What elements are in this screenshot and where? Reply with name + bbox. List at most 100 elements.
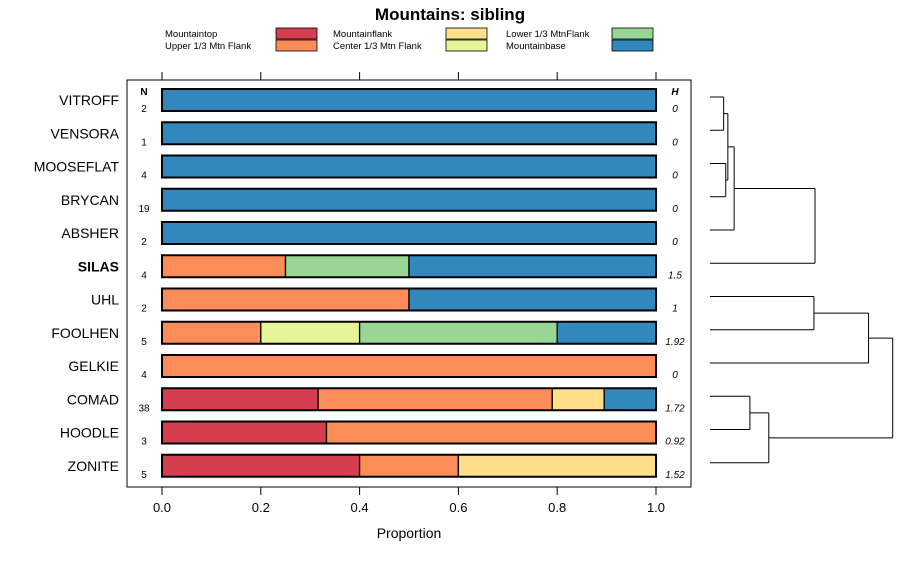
n-values: 2 1 4 19 2 4 2 5 4 38 3 5 [138,104,150,481]
n-value: 4 [141,270,147,281]
bar-segment [325,420,657,445]
bar-segment [260,321,361,345]
bar-outline [161,420,657,445]
dendrogram [710,96,894,464]
bar-row [161,154,657,179]
legend-label: Mountainflank [333,29,392,40]
legend-label: Mountaintop [165,29,217,40]
bar-segment [161,354,657,378]
row-label: VENSORA [51,125,120,141]
x-tick-label: 0.6 [449,500,467,515]
legend-label: Upper 1/3 Mtn Flank [165,41,251,52]
plot-frame [126,79,692,488]
bar-row [161,320,657,345]
legend-swatch [445,39,488,52]
legend-swatch [611,39,654,52]
legend-label: Mountainbase [506,41,566,52]
n-value: 1 [141,137,147,148]
bars [161,88,657,478]
bar-row [161,287,657,312]
legend-label: Center 1/3 Mtn Flank [333,41,422,52]
h-column-header: H [671,87,679,98]
n-value: 2 [141,237,147,248]
bar-segment [358,454,460,478]
n-value: 2 [141,104,147,115]
x-tick-label: 0.8 [548,500,566,515]
bar-segment [161,454,361,478]
bar-segment [161,420,328,445]
bar-segment [284,254,410,278]
bar-outline [161,320,657,345]
top-axis-ticks [161,72,657,80]
legend-swatch [611,27,654,40]
row-label: ABSHER [61,225,119,241]
bar-row [161,453,657,478]
row-label: BRYCAN [61,192,119,208]
bar-row [161,254,657,279]
row-labels: VITROFF VENSORA MOOSEFLAT BRYCAN ABSHER SILAS… [34,92,120,474]
bar-row [161,187,657,212]
bar-outline [161,387,657,412]
bar-row [161,221,657,245]
bar-segment [161,154,657,179]
n-value: 5 [141,337,147,348]
legend-swatch [275,27,318,40]
legend-swatch [275,39,318,52]
x-axis-label: Proportion [377,525,442,541]
h-values: 0 0 0 0 0 1.5 1 1.92 0 1.72 0.92 1.52 [665,104,685,481]
bar-outline [161,254,657,279]
n-value: 38 [138,403,150,414]
bar-segment [408,287,657,312]
bar-outline [161,287,657,312]
h-value: 1.92 [665,337,685,348]
row-label: COMAD [67,391,119,407]
h-value: 0.92 [665,437,685,448]
n-value: 2 [141,304,147,315]
bar-row [161,121,657,146]
bar-segment [457,454,657,478]
h-value: 0 [672,104,678,115]
legend-swatch [445,27,488,40]
bar-outline [161,187,657,212]
chart-title: Mountains: sibling [375,5,525,24]
x-tick-label: 0.2 [252,500,270,515]
n-value: 3 [141,437,147,448]
bar-segment [161,221,657,245]
h-value: 0 [672,237,678,248]
n-value: 4 [141,171,147,182]
bar-outline [161,154,657,179]
row-label: MOOSEFLAT [34,159,120,175]
x-tick-label: 0.4 [351,500,369,515]
bar-segment [603,387,657,411]
bar-row [161,354,657,378]
n-value: 19 [138,204,150,215]
row-label: FOOLHEN [51,325,119,341]
h-value: 1 [672,304,678,315]
n-value: 4 [141,370,147,381]
h-value: 0 [672,137,678,148]
bar-row [161,88,657,112]
bar-outline [161,453,657,478]
bar-segment [161,88,657,112]
bar-outline [161,354,657,378]
bar-segment [408,254,657,278]
n-column-header: N [140,87,147,98]
n-value: 5 [141,470,147,481]
bar-segment [161,287,410,312]
row-label: ZONITE [68,458,119,474]
bar-row [161,420,657,445]
x-axis: 0.0 0.2 0.4 0.6 0.8 1.0 [153,487,665,515]
h-value: 1.52 [665,470,685,481]
bar-segment [161,188,657,212]
row-label: SILAS [78,258,119,274]
h-value: 0 [672,171,678,182]
bar-segment [551,387,605,411]
bar-segment [161,254,287,278]
bar-outline [161,88,657,112]
x-tick-label: 1.0 [647,500,665,515]
h-value: 0 [672,370,678,381]
row-label: UHL [91,292,119,308]
h-value: 1.72 [665,403,685,414]
